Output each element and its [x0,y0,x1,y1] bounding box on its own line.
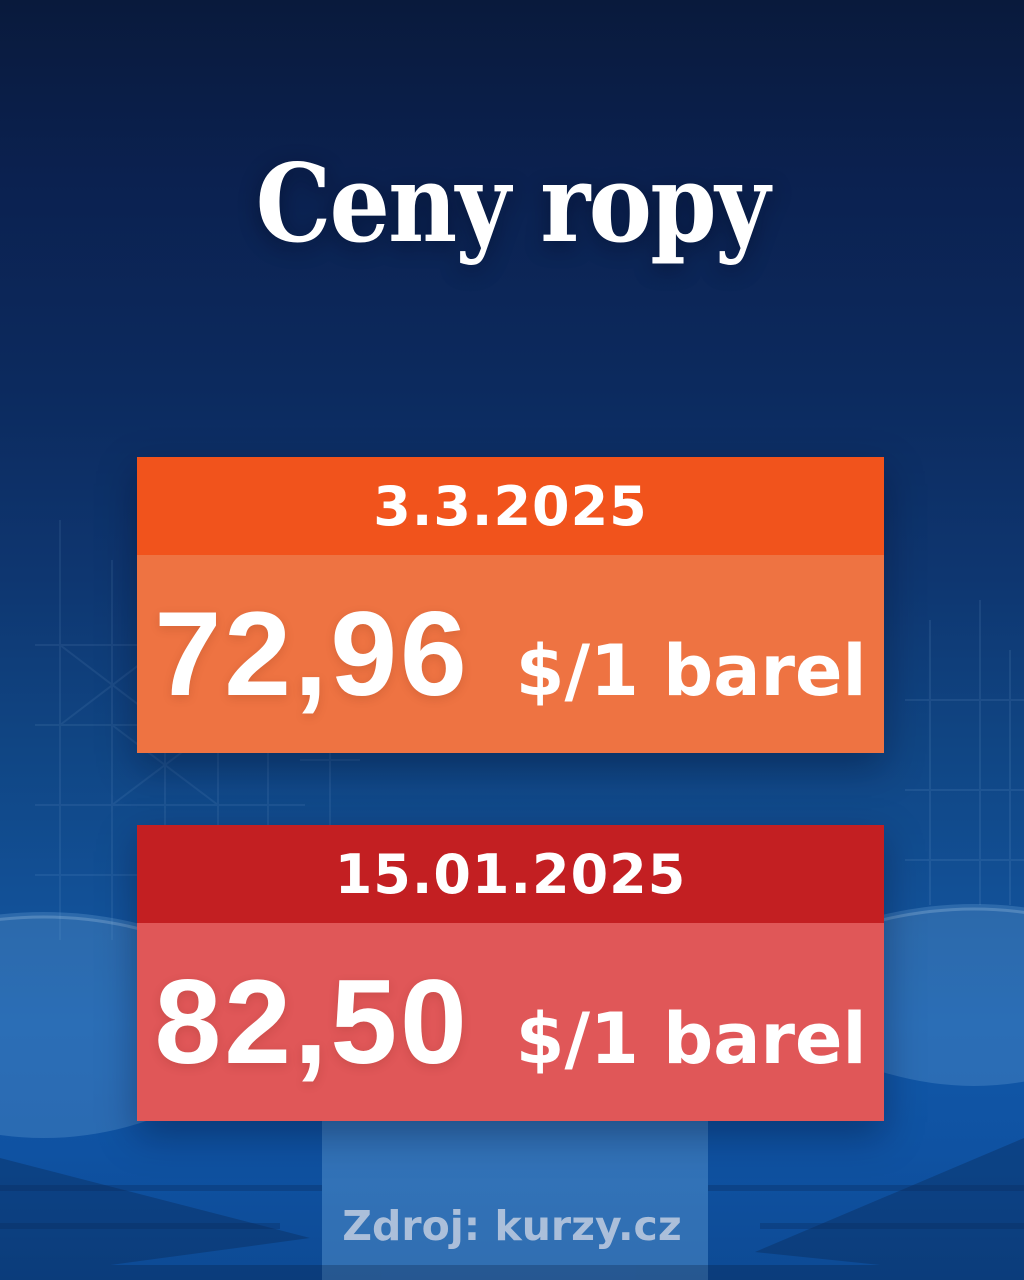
price-row: 72,96 $/1 barel [155,594,867,714]
price-unit: $/1 barel [515,630,867,712]
price-card-previous-body: 82,50 $/1 barel [137,923,884,1121]
price-card-previous-date-header: 15.01.2025 [137,825,884,923]
price-value: 82,50 [154,955,470,1089]
price-row: 82,50 $/1 barel [155,962,867,1082]
source-credit: Zdroj: kurzy.cz [342,1202,682,1250]
date-label: 3.3.2025 [373,474,648,538]
price-unit: $/1 barel [515,998,867,1080]
price-card-current: 3.3.2025 72,96 $/1 barel [137,457,884,753]
price-card-current-body: 72,96 $/1 barel [137,555,884,753]
price-value: 72,96 [154,587,470,721]
price-card-current-date-header: 3.3.2025 [137,457,884,555]
price-card-previous: 15.01.2025 82,50 $/1 barel [137,825,884,1121]
page-title: Ceny ropy [255,141,771,267]
date-label: 15.01.2025 [334,842,687,906]
